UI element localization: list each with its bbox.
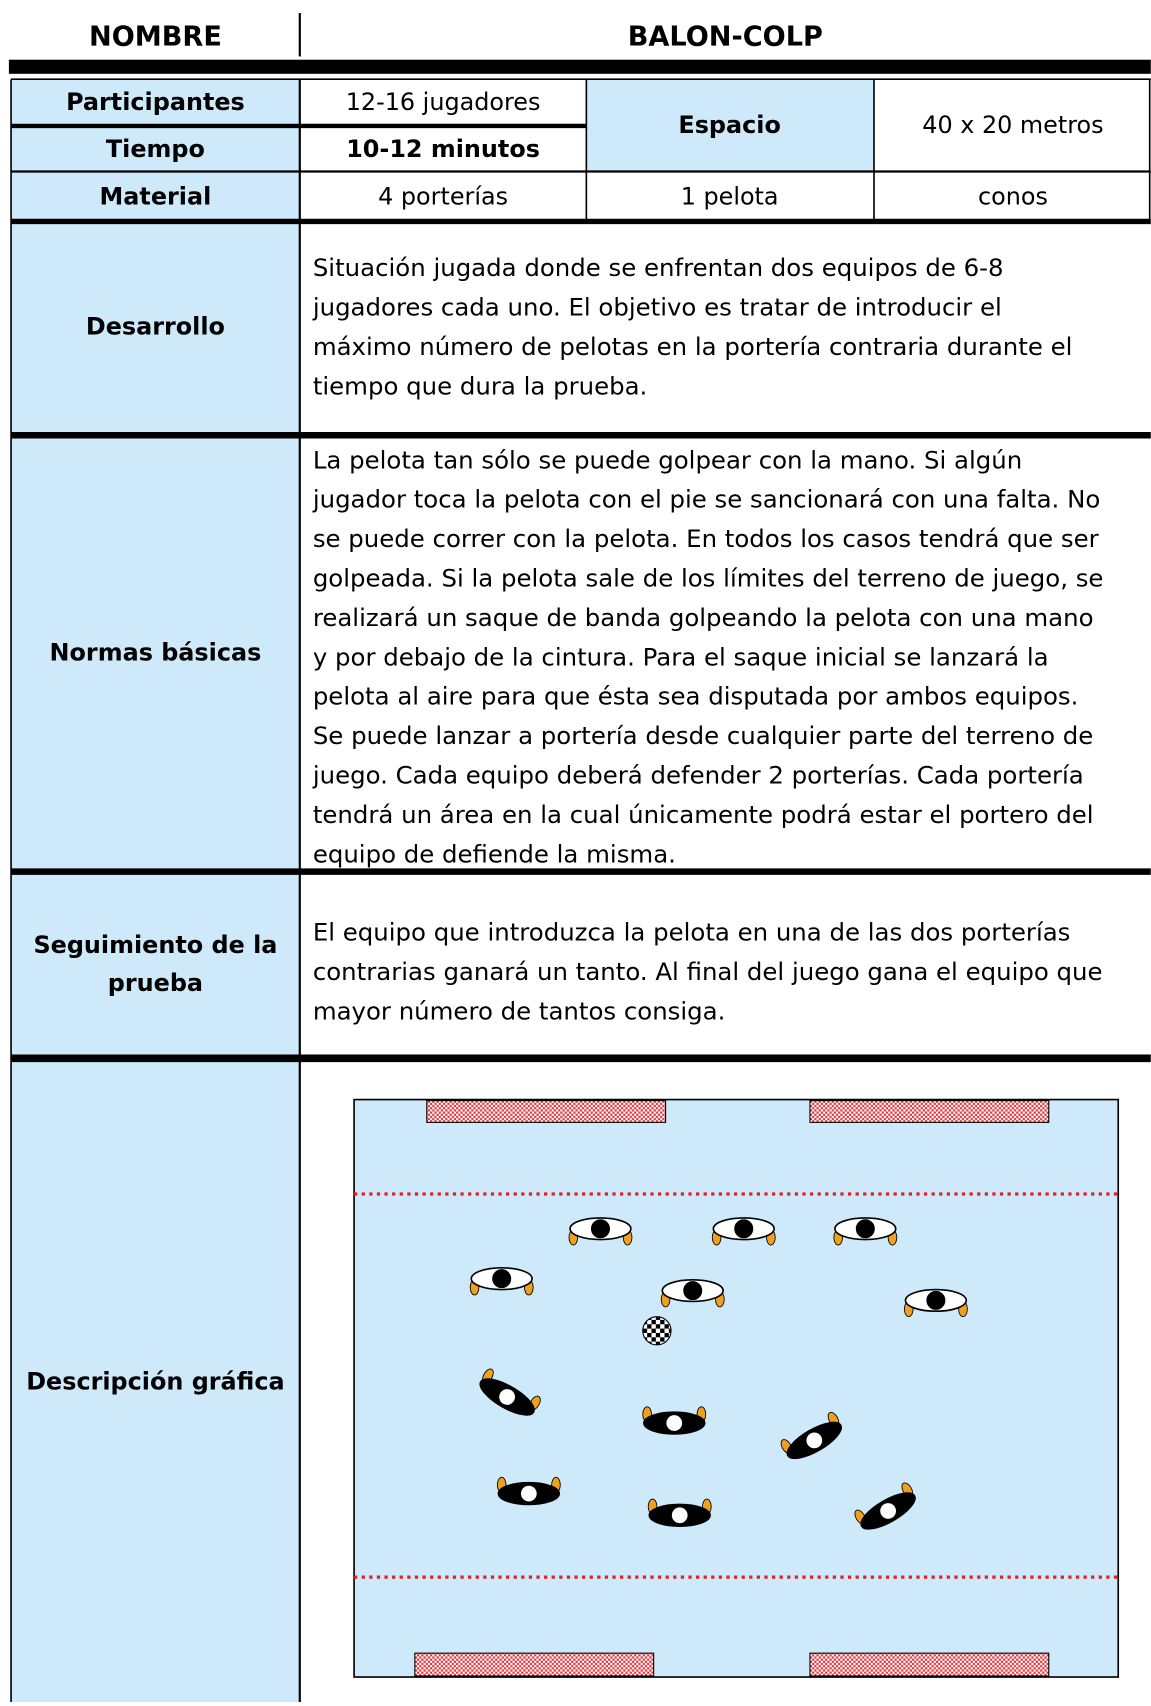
head [590, 1219, 610, 1239]
espacio-label: Espacio [678, 111, 780, 139]
material-label: Material [100, 183, 212, 211]
section-text: juego. Cada equipo deberá defender 2 por… [312, 761, 1084, 790]
section-label: Seguimiento de la [33, 931, 277, 959]
espacio: 40 x 20 metros [922, 111, 1103, 139]
section-text: pelota al aire para que ésta sea disputa… [313, 682, 1079, 711]
head [926, 1290, 946, 1310]
material: 1 pelota [681, 183, 779, 211]
player-light [469, 1267, 534, 1296]
participantes-label: Participantes [66, 88, 245, 116]
section-text: El equipo que introduzca la pelota en un… [313, 917, 1071, 946]
head [804, 1430, 824, 1450]
head [664, 1413, 684, 1433]
section-text: mayor número de tantos consiga. [313, 996, 726, 1025]
player-light [711, 1217, 776, 1246]
section-text: Situación jugada donde se enfrentan dos … [313, 253, 1004, 282]
section-text: jugador toca la pelota con el pie se san… [312, 485, 1100, 514]
player-dark [780, 1411, 842, 1460]
head [519, 1484, 539, 1504]
section-label: prueba [108, 969, 203, 997]
player-light [660, 1278, 725, 1308]
participantes: 12-16 jugadores [346, 88, 541, 116]
section-text: tendrá un área en la cual únicamente pod… [313, 800, 1094, 829]
player-dark [854, 1482, 916, 1530]
name: BALON-COLP [628, 21, 823, 52]
section-text: y por debajo de la cintura. Para el saqu… [313, 642, 1049, 671]
section-text: Se puede lanzar a portería desde cualqui… [313, 721, 1093, 750]
head [878, 1501, 898, 1521]
section-text: La pelota tan sólo se puede golpear con … [313, 445, 1022, 474]
section-text: máximo número de pelotas en la portería … [313, 332, 1073, 361]
head [683, 1281, 703, 1301]
player-dark [642, 1406, 707, 1435]
section-text: se puede correr con la pelota. En todos … [313, 524, 1100, 553]
shading [11, 79, 875, 1702]
player-dark [647, 1498, 712, 1527]
section-text: tiempo que dura la prueba. [313, 371, 647, 400]
player-light [568, 1217, 633, 1246]
head [734, 1219, 754, 1239]
rules [8, 13, 1151, 1703]
tiempo: 10-12 minutos [346, 135, 540, 163]
section-text: golpeada. Si la pelota sale de los límit… [313, 564, 1104, 593]
head [492, 1269, 512, 1289]
section-label: Descripción gráfica [26, 1367, 284, 1395]
player-dark [479, 1368, 541, 1416]
head [855, 1219, 875, 1239]
player-dark [496, 1476, 561, 1506]
name-label: NOMBRE [89, 21, 222, 52]
material: conos [978, 183, 1048, 211]
section-text: realizará un saque de banda golpeando la… [313, 603, 1094, 632]
players [469, 1217, 968, 1530]
section-label: Normas básicas [50, 638, 262, 666]
player-light [833, 1217, 898, 1246]
head [670, 1505, 690, 1525]
material: 4 porterías [378, 183, 508, 211]
field-diagram [353, 1098, 1120, 1678]
head [497, 1387, 517, 1407]
section-text: contrarias ganará un tanto. Al final del… [313, 957, 1103, 986]
section-text: jugadores cada uno. El objetivo es trata… [312, 293, 1002, 322]
section-label: Desarrollo [86, 312, 225, 340]
player-light [903, 1288, 968, 1318]
section-text: equipo de defiende la misma. [313, 839, 676, 868]
tiempo-label: Tiempo [106, 135, 205, 163]
